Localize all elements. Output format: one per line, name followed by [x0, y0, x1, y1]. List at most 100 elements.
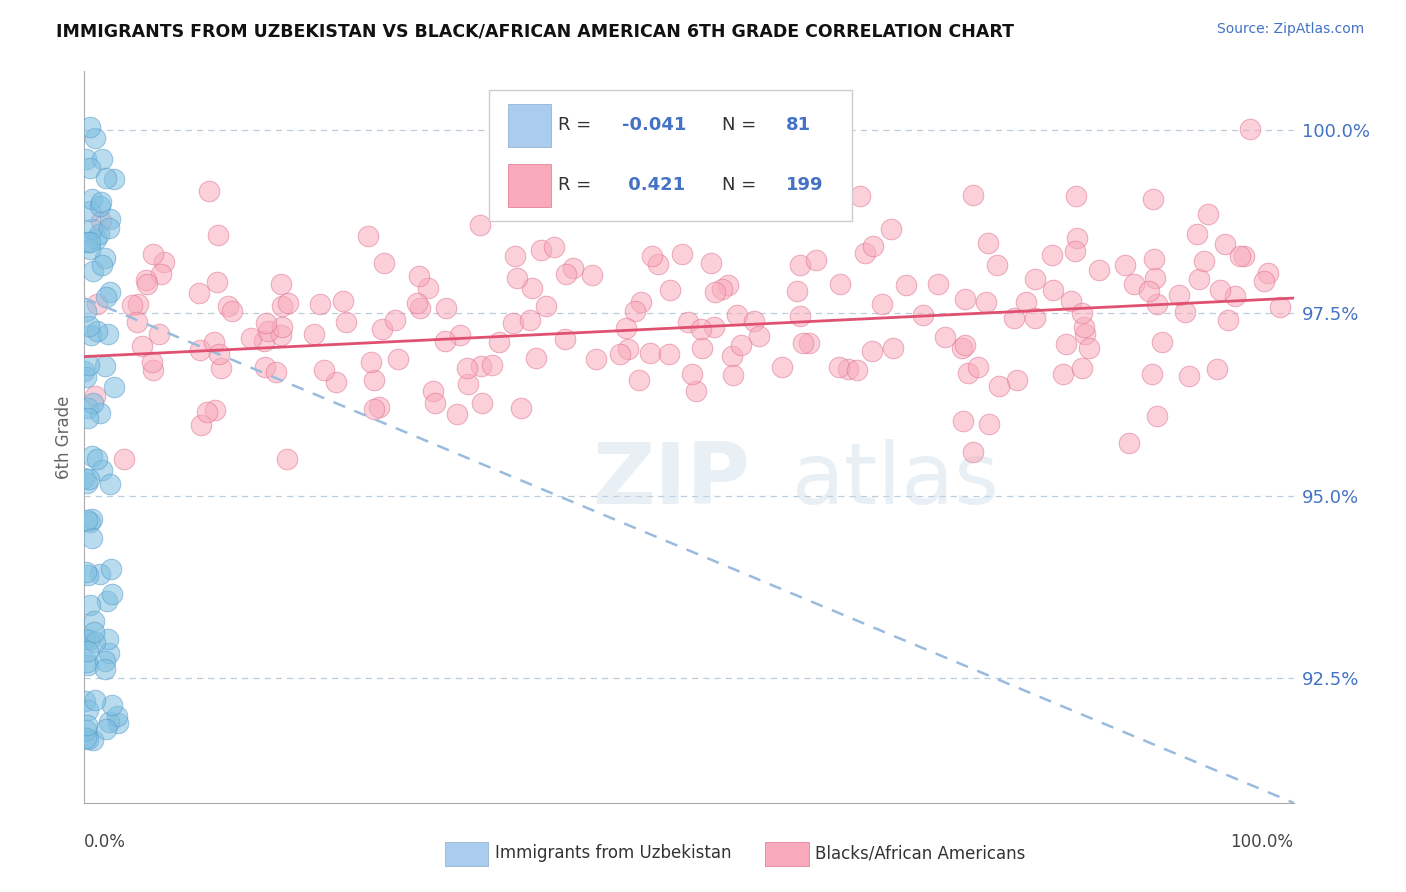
Text: 0.421: 0.421 [623, 176, 686, 194]
Point [76, 655, 98, 669]
Point [828, 360, 851, 375]
Point [689, 322, 711, 336]
Point [543, 240, 565, 254]
Point [434, 334, 457, 349]
Point [837, 361, 859, 376]
Point [953, 338, 976, 352]
Point [1233, 249, 1256, 263]
Point [955, 292, 977, 306]
Point [136, 277, 159, 292]
Point [1142, 192, 1164, 206]
Point [141, 355, 163, 369]
Point [658, 347, 681, 361]
Point [502, 316, 524, 330]
Point [703, 320, 725, 334]
Point [76, 644, 98, 658]
Point [966, 360, 988, 375]
Point [894, 277, 917, 292]
Point [94, 359, 117, 374]
Point [89, 199, 111, 213]
Point [1178, 368, 1201, 383]
Point [614, 321, 637, 335]
Point [188, 343, 211, 357]
Point [277, 295, 299, 310]
Point [271, 320, 294, 334]
Point [1213, 236, 1236, 251]
Point [142, 362, 165, 376]
Point [555, 267, 578, 281]
Point [1150, 334, 1173, 349]
Point [1042, 248, 1064, 262]
Point [325, 375, 347, 389]
Point [148, 327, 170, 342]
Point [76, 718, 98, 732]
Point [79, 235, 101, 249]
Point [789, 309, 811, 323]
Point [75, 152, 97, 166]
Point [125, 315, 148, 329]
Point [253, 334, 276, 348]
Point [952, 414, 974, 428]
Point [86, 324, 108, 338]
Point [254, 316, 277, 330]
Point [79, 161, 101, 176]
Point [86, 452, 108, 467]
FancyBboxPatch shape [765, 842, 808, 866]
Point [585, 351, 607, 366]
Point [363, 401, 385, 416]
Point [86, 297, 108, 311]
Point [363, 373, 385, 387]
Point [73, 632, 96, 646]
Point [962, 445, 984, 459]
Point [638, 346, 661, 360]
Point [77, 358, 100, 372]
Point [1270, 300, 1292, 314]
Text: ZIP: ZIP [592, 440, 749, 523]
Point [434, 301, 457, 316]
Point [308, 296, 330, 310]
Point [1074, 326, 1097, 341]
Point [79, 242, 101, 256]
Point [1137, 285, 1160, 299]
Point [105, 709, 128, 723]
Point [84, 131, 107, 145]
Point [911, 308, 934, 322]
Point [77, 703, 100, 717]
Point [1015, 294, 1038, 309]
Point [690, 341, 713, 355]
Point [80, 512, 103, 526]
Point [1078, 341, 1101, 355]
Point [98, 220, 121, 235]
Text: 100.0%: 100.0% [1230, 833, 1294, 851]
Point [748, 329, 770, 343]
Point [519, 313, 541, 327]
Point [221, 304, 243, 318]
Point [609, 347, 631, 361]
Point [562, 260, 585, 275]
Point [1114, 258, 1136, 272]
Point [89, 566, 111, 581]
Point [121, 298, 143, 312]
Point [142, 247, 165, 261]
Point [1064, 244, 1087, 258]
Point [1146, 409, 1168, 424]
Text: N =: N = [721, 117, 756, 135]
Point [217, 299, 239, 313]
Point [806, 252, 828, 267]
Text: 199: 199 [786, 176, 823, 194]
Point [846, 363, 869, 377]
Point [534, 298, 557, 312]
Point [423, 395, 446, 409]
Point [1002, 310, 1025, 325]
Point [77, 411, 100, 425]
Point [710, 282, 733, 296]
Text: R =: R = [558, 176, 592, 194]
Point [254, 359, 277, 374]
Point [716, 277, 738, 292]
Point [207, 227, 229, 242]
Point [830, 277, 852, 291]
Text: 81: 81 [786, 117, 811, 135]
Point [988, 379, 1011, 393]
Point [1239, 121, 1261, 136]
Point [799, 335, 821, 350]
